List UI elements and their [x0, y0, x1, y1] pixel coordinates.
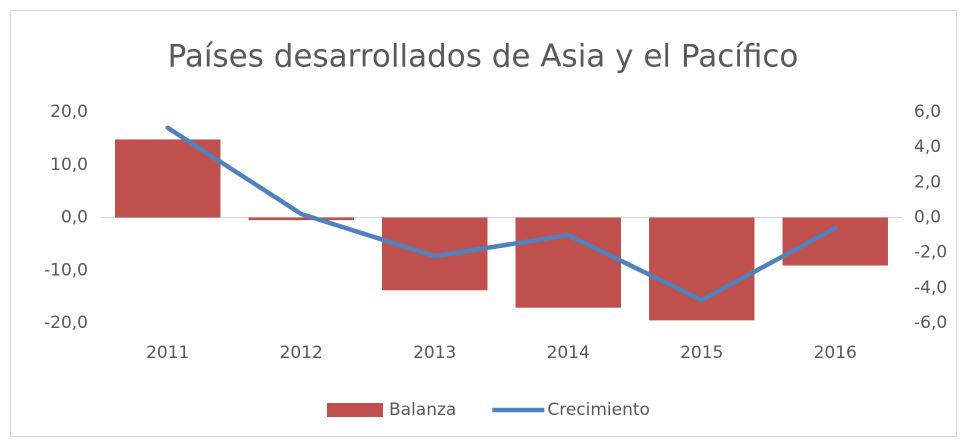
y-tick-label: -20,0	[44, 313, 88, 333]
bar	[248, 217, 354, 221]
chart-title: Países desarrollados de Asia y el Pacífi…	[168, 39, 799, 75]
line	[165, 125, 838, 303]
x-tick-label: 2013	[413, 343, 456, 363]
y2-tick-label: 2,0	[914, 172, 941, 192]
x-tick-label: 2014	[547, 343, 590, 363]
legend-label: Crecimiento	[547, 400, 650, 420]
y-tick-label: 0,0	[61, 208, 88, 228]
y-tick-label: 20,0	[50, 102, 88, 122]
y2-tick-label: 6,0	[914, 102, 941, 122]
legend-label: Balanza	[389, 400, 456, 420]
y2-tick-label: 4,0	[914, 137, 941, 157]
bar	[515, 217, 621, 308]
x-tick-label: 2015	[680, 343, 723, 363]
bar	[782, 217, 888, 266]
x-tick-label: 2016	[814, 343, 857, 363]
y-tick-label: 10,0	[50, 155, 88, 175]
y2-tick-label: 0,0	[914, 208, 941, 228]
y-tick-label: -10,0	[44, 260, 88, 280]
y2-tick-label: -2,0	[914, 243, 947, 263]
bar	[649, 217, 755, 321]
x-tick-label: 2011	[146, 343, 189, 363]
y2-tick-label: -6,0	[914, 313, 947, 333]
y2-tick-label: -4,0	[914, 278, 947, 298]
x-tick-label: 2012	[280, 343, 323, 363]
legend-swatch	[327, 403, 383, 417]
